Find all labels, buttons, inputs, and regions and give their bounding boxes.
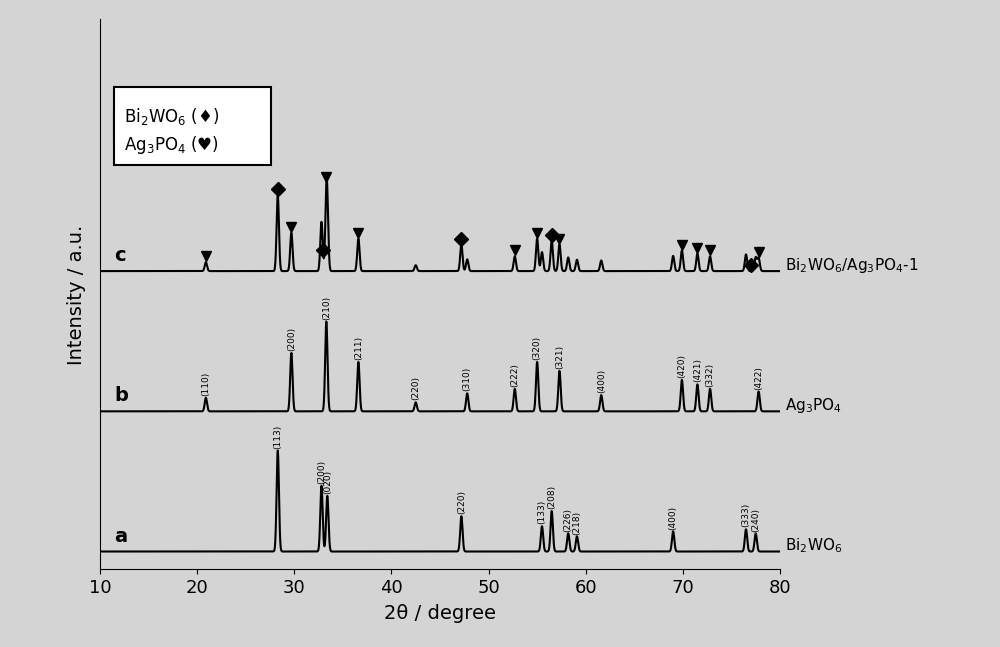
Text: (200): (200)	[287, 327, 296, 351]
Text: Bi$_2$WO$_6$ (♦): Bi$_2$WO$_6$ (♦)	[124, 106, 220, 127]
Y-axis label: Intensity / a.u.: Intensity / a.u.	[67, 225, 86, 364]
Text: (400): (400)	[669, 505, 678, 529]
Text: (421): (421)	[693, 358, 702, 382]
Text: Ag$_3$PO$_4$: Ag$_3$PO$_4$	[785, 396, 842, 415]
Text: (226): (226)	[564, 507, 573, 532]
X-axis label: 2θ / degree: 2θ / degree	[384, 604, 496, 623]
Text: (208): (208)	[547, 485, 556, 509]
Text: (321): (321)	[555, 345, 564, 369]
Text: Ag$_3$PO$_4$ (♥): Ag$_3$PO$_4$ (♥)	[124, 135, 219, 157]
Text: (320): (320)	[533, 336, 542, 360]
Text: c: c	[115, 247, 126, 265]
Text: a: a	[115, 527, 128, 546]
Text: (211): (211)	[354, 336, 363, 360]
Text: b: b	[115, 386, 128, 406]
Text: (310): (310)	[463, 367, 472, 391]
Text: (332): (332)	[706, 363, 715, 387]
Text: (220): (220)	[457, 490, 466, 514]
Text: (240): (240)	[751, 507, 760, 532]
Text: (133): (133)	[538, 500, 546, 525]
Text: (113): (113)	[273, 424, 282, 449]
Text: (210): (210)	[322, 296, 331, 320]
Text: (218): (218)	[572, 510, 581, 534]
FancyBboxPatch shape	[114, 87, 271, 166]
Text: (400): (400)	[597, 369, 606, 393]
Text: (222): (222)	[510, 363, 519, 387]
Text: (020): (020)	[323, 470, 332, 494]
Text: Bi$_2$WO$_6$/Ag$_3$PO$_4$-1: Bi$_2$WO$_6$/Ag$_3$PO$_4$-1	[785, 256, 918, 275]
Text: (110): (110)	[201, 372, 210, 396]
Text: Bi$_2$WO$_6$ (♦): Bi$_2$WO$_6$ (♦)	[119, 115, 215, 136]
Text: (200): (200)	[317, 460, 326, 484]
Text: Ag$_3$PO$_4$ (♥): Ag$_3$PO$_4$ (♥)	[119, 140, 214, 162]
Text: (220): (220)	[411, 377, 420, 400]
Text: (333): (333)	[742, 503, 750, 527]
Text: (420): (420)	[677, 354, 686, 378]
Text: (422): (422)	[754, 366, 763, 389]
Text: Bi$_2$WO$_6$: Bi$_2$WO$_6$	[785, 536, 842, 555]
